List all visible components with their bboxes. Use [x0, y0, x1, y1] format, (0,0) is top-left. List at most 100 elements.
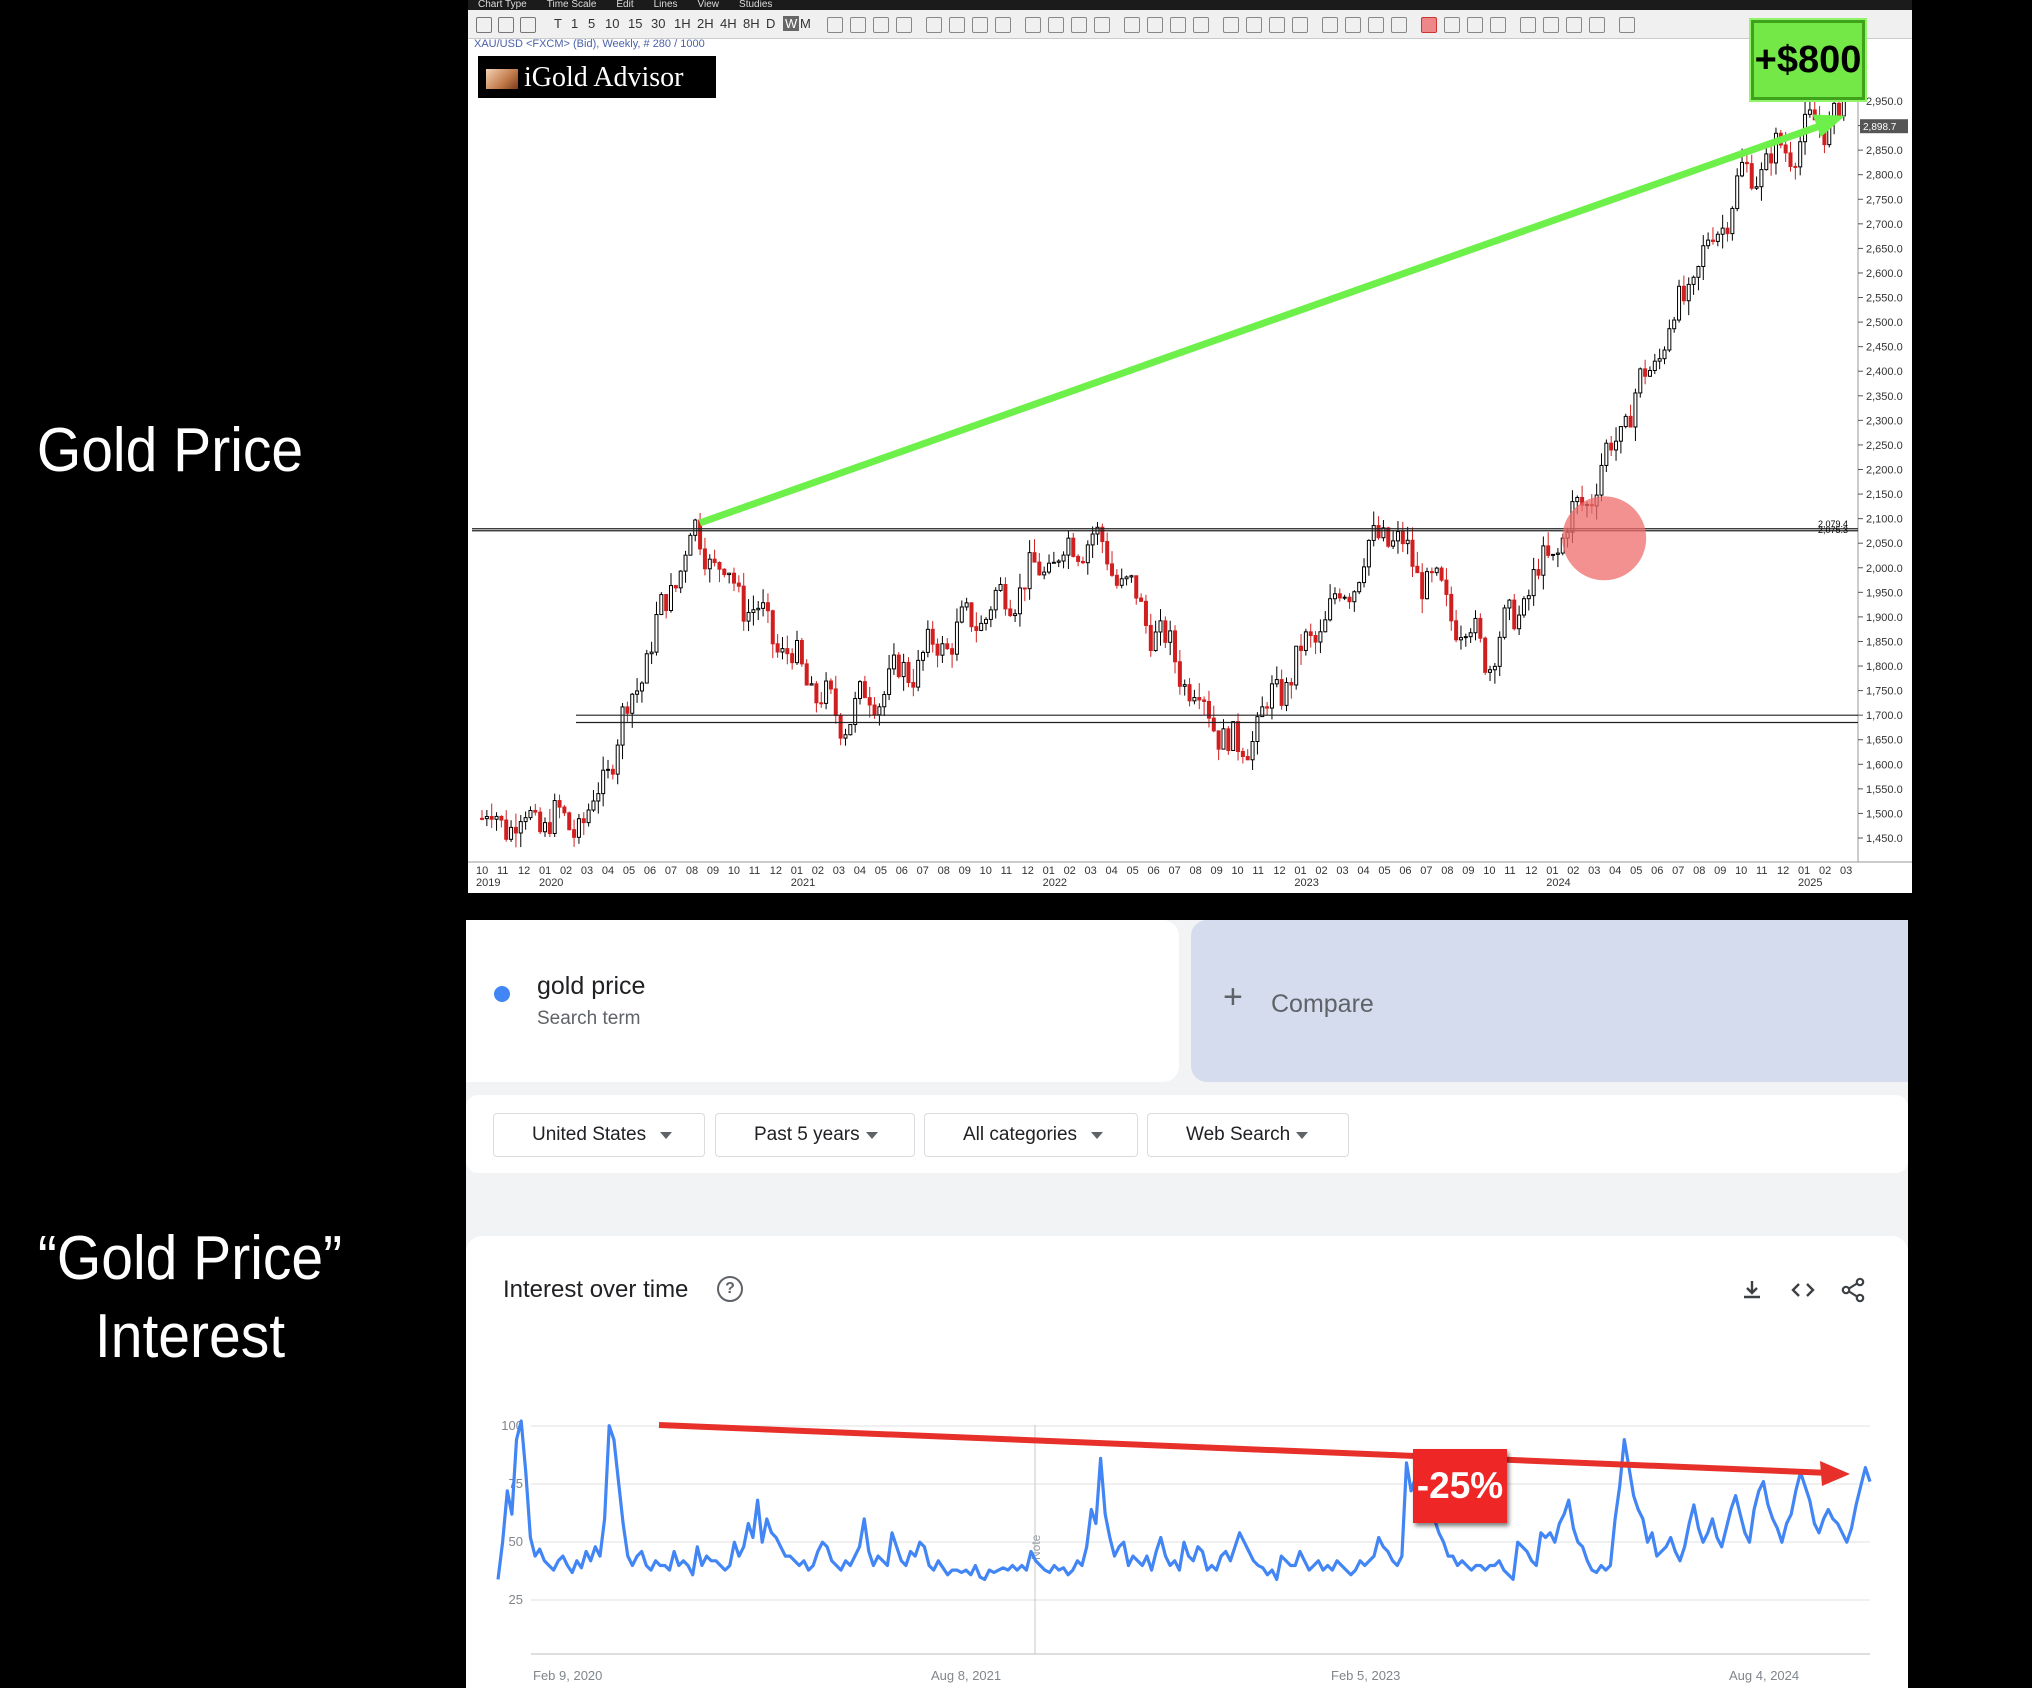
interval-button-15[interactable]: 15 [628, 16, 643, 31]
interval-button-m[interactable]: M [800, 16, 811, 31]
month-tick-label: 04 [1357, 865, 1369, 877]
compare-button[interactable]: + Compare [1191, 920, 1908, 1082]
drawing-tool-icon[interactable] [1094, 17, 1110, 33]
menu-item-time-scale[interactable]: Time Scale [546, 0, 597, 10]
logo-text: iGold Advisor [524, 62, 684, 93]
candle-body [1250, 741, 1255, 761]
chart-type-icon[interactable] [476, 17, 492, 33]
drawing-tool-icon[interactable] [995, 17, 1011, 33]
drawing-tool-icon[interactable] [873, 17, 889, 33]
candle-body [562, 806, 567, 814]
interval-button-4h[interactable]: 4H [720, 16, 737, 31]
price-tick-label: 1,850.0 [1866, 636, 1903, 648]
region-filter-dropdown[interactable]: United States [493, 1113, 705, 1157]
candle-body [610, 768, 615, 775]
resistance-label: 2,075.3 [1818, 525, 1848, 535]
drawing-tool-icon[interactable] [1444, 17, 1460, 33]
candle-body [557, 800, 562, 808]
month-tick-label: 12 [1777, 865, 1789, 877]
candle-body [828, 680, 833, 690]
candle-body [1488, 669, 1493, 673]
drawing-tool-icon[interactable] [1147, 17, 1163, 33]
interval-button-5[interactable]: 5 [588, 16, 596, 31]
drawing-tool-icon[interactable] [1589, 17, 1605, 33]
interval-button-30[interactable]: 30 [651, 16, 666, 31]
interval-button-10[interactable]: 10 [605, 16, 620, 31]
help-icon[interactable]: ? [717, 1276, 743, 1302]
menu-item-edit[interactable]: Edit [616, 0, 634, 10]
drawing-tool-icon[interactable] [1421, 17, 1437, 33]
drawing-tool-icon[interactable] [1566, 17, 1582, 33]
candle-body [499, 815, 504, 821]
interval-button-1h[interactable]: 1H [674, 16, 691, 31]
interval-button-w[interactable]: W [783, 16, 800, 31]
menu-item-view[interactable]: View [697, 0, 720, 10]
drawing-tool-icon[interactable] [896, 17, 912, 33]
share-icon[interactable] [1839, 1276, 1867, 1304]
interval-button-t[interactable]: T [554, 16, 562, 31]
drawing-tool-icon[interactable] [1292, 17, 1308, 33]
download-icon[interactable] [1738, 1276, 1766, 1304]
candle-body [1473, 617, 1478, 634]
search-type-filter-dropdown[interactable]: Web Search [1147, 1113, 1349, 1157]
candle-body [649, 651, 654, 655]
drawing-tool-icon[interactable] [1520, 17, 1536, 33]
drawing-tool-icon[interactable] [827, 17, 843, 33]
drawing-tool-icon[interactable] [1025, 17, 1041, 33]
category-filter-dropdown[interactable]: All categories [924, 1113, 1138, 1157]
plus-icon: + [1223, 978, 1243, 1016]
price-tick-label: 2,200.0 [1866, 465, 1903, 477]
candle-body [1313, 634, 1318, 643]
interval-button-8h[interactable]: 8H [743, 16, 760, 31]
interval-button-2h[interactable]: 2H [697, 16, 714, 31]
drawing-tool-icon[interactable] [1543, 17, 1559, 33]
drawing-tool-icon[interactable] [1193, 17, 1209, 33]
candle-body [533, 809, 538, 813]
candle-body [741, 585, 746, 622]
candle-body [523, 817, 528, 823]
interval-button-d[interactable]: D [766, 16, 776, 31]
candle-body [1425, 571, 1430, 600]
candle-body [1599, 464, 1604, 496]
menu-item-lines[interactable]: Lines [653, 0, 678, 10]
drawing-tool-icon[interactable] [972, 17, 988, 33]
drawing-tool-icon[interactable] [949, 17, 965, 33]
interval-button-1[interactable]: 1 [571, 16, 579, 31]
candle-body [1517, 614, 1522, 630]
drawing-tool-icon[interactable] [1322, 17, 1338, 33]
drawing-tool-icon[interactable] [1048, 17, 1064, 33]
chevron-down-icon [660, 1132, 672, 1139]
drawing-tool-icon[interactable] [1345, 17, 1361, 33]
drawing-tool-icon[interactable] [1269, 17, 1285, 33]
candle-body [1337, 593, 1342, 599]
gain-trend-arrow [698, 119, 1831, 527]
drawing-tool-icon[interactable] [1467, 17, 1483, 33]
month-tick-label: 09 [1462, 865, 1474, 877]
embed-code-icon[interactable] [1789, 1276, 1817, 1304]
drawing-tool-icon[interactable] [926, 17, 942, 33]
drawing-tool-icon[interactable] [850, 17, 866, 33]
time-range-filter-dropdown[interactable]: Past 5 years [715, 1113, 915, 1157]
candle-body [1691, 276, 1696, 285]
drawing-tool-icon[interactable] [1071, 17, 1087, 33]
drawing-tool-icon[interactable] [1124, 17, 1140, 33]
search-term-card[interactable]: gold price Search term [466, 920, 1179, 1082]
drawing-tool-icon[interactable] [1619, 17, 1635, 33]
candle-body [1143, 600, 1148, 626]
price-tick-label: 2,500.0 [1866, 317, 1903, 329]
candle-body [1037, 561, 1042, 576]
drawing-tool-icon[interactable] [1368, 17, 1384, 33]
candle-body [979, 622, 984, 631]
candle-body [998, 583, 1003, 591]
drawing-tool-icon[interactable] [1170, 17, 1186, 33]
menu-item-studies[interactable]: Studies [739, 0, 773, 10]
menu-item-chart-type[interactable]: Chart Type [478, 0, 527, 10]
chart-type-icon[interactable] [520, 17, 536, 33]
drawing-tool-icon[interactable] [1223, 17, 1239, 33]
chart-type-icon[interactable] [498, 17, 514, 33]
drawing-tool-icon[interactable] [1490, 17, 1506, 33]
chart-toolbar: T 1 5 10 15 30 1H 2H 4H 8H D W M [468, 10, 1912, 39]
drawing-tool-icon[interactable] [1246, 17, 1262, 33]
drawing-tool-icon[interactable] [1391, 17, 1407, 33]
candle-body [877, 706, 882, 716]
